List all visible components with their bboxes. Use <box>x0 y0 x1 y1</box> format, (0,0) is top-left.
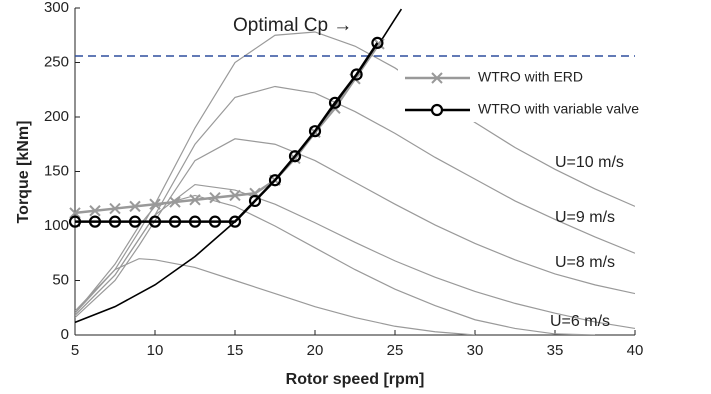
curve-annotation: U=10 m/s <box>555 154 624 171</box>
marker-x <box>169 196 181 208</box>
marker-x <box>129 200 141 213</box>
x-tick-label: 35 <box>547 342 564 359</box>
marker-x <box>149 198 161 210</box>
torque-curve <box>75 194 596 335</box>
legend-label: WTRO with ERD <box>478 69 583 85</box>
y-tick-label: 150 <box>44 162 69 179</box>
x-axis-label: Rotor speed [rpm] <box>286 371 425 388</box>
marker-o <box>68 215 82 228</box>
torque-curve <box>75 138 635 319</box>
series-line <box>75 42 379 223</box>
y-tick-label: 250 <box>44 53 69 70</box>
torque-curve <box>75 258 476 335</box>
marker-o <box>308 125 322 138</box>
marker-x <box>229 189 241 202</box>
marker-o <box>228 215 242 228</box>
marker-x <box>189 194 201 206</box>
x-tick-label: 10 <box>147 342 164 359</box>
legend: WTRO with ERD WTRO with variable valve <box>398 62 690 122</box>
x-tick-label: 15 <box>227 342 244 359</box>
x-tick-label: 5 <box>71 342 79 359</box>
curve-annotation: U=8 m/s <box>555 254 615 271</box>
optimal-label: Optimal Cp → <box>233 15 352 36</box>
y-axis-label: Torque [kNm] <box>15 121 32 224</box>
marker-o <box>208 215 222 228</box>
y-tick-label: 300 <box>44 0 69 16</box>
legend-marker <box>430 103 444 117</box>
curve-annotation: U=9 m/s <box>555 209 615 226</box>
y-tick-label: 0 <box>61 326 69 343</box>
marker-x <box>109 202 121 215</box>
curve-annotation: U=6 m/s <box>550 313 610 330</box>
y-tick-label: 50 <box>52 271 69 288</box>
marker-o <box>248 194 262 208</box>
marker-x <box>209 191 221 204</box>
legend-label: WTRO with variable valve <box>478 101 639 117</box>
legend-marker <box>431 72 443 84</box>
x-tick-label: 30 <box>467 342 484 359</box>
series-line <box>75 43 381 215</box>
marker-o <box>288 150 302 163</box>
x-tick-label: 40 <box>627 342 644 359</box>
x-tick-label: 25 <box>387 342 404 359</box>
marker-o <box>371 36 384 49</box>
marker-o <box>88 215 102 228</box>
marker-o <box>188 215 202 228</box>
y-tick-label: 100 <box>44 217 69 234</box>
marker-o <box>148 215 162 228</box>
y-tick-label: 200 <box>44 108 69 125</box>
marker-o <box>328 96 342 109</box>
marker-o <box>350 68 363 81</box>
torque-curve <box>75 183 635 330</box>
marker-x <box>69 207 81 219</box>
torque-curve <box>75 31 635 314</box>
marker-o <box>168 215 182 228</box>
marker-o <box>268 174 282 187</box>
marker-o <box>128 215 142 228</box>
marker-x <box>89 205 101 217</box>
marker-o <box>108 215 122 228</box>
legend-box <box>398 62 690 122</box>
x-tick-label: 20 <box>307 342 324 359</box>
